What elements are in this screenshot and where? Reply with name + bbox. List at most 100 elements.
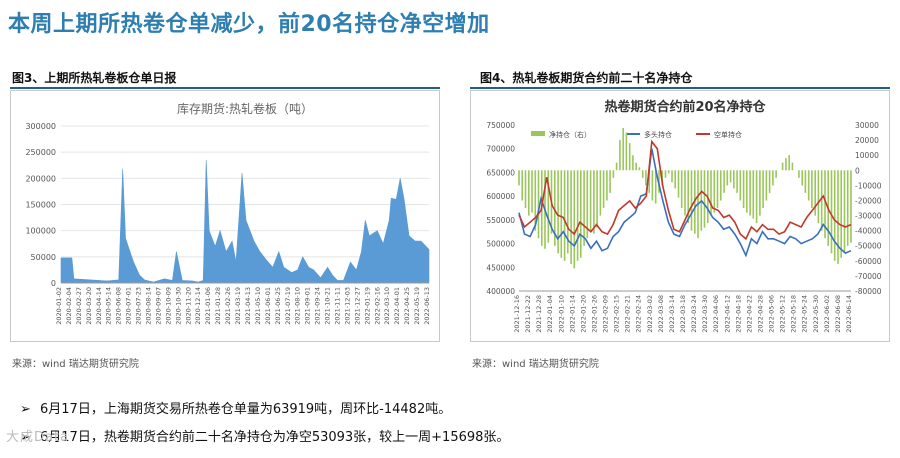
x-tick-label: 2021-09-24 bbox=[314, 287, 322, 325]
figure4-label: 图4、热轧卷板期货合约前二十名净持仓 bbox=[480, 71, 693, 85]
net-position-bar bbox=[807, 170, 810, 201]
x-tick-label: 2022-01-10 bbox=[557, 295, 565, 333]
net-position-bar bbox=[729, 170, 732, 183]
net-position-bar bbox=[641, 170, 644, 178]
bullet-2-text: 6月17日，热卷期货合约前二十名净持仓为净空53093张，较上一周+15698张… bbox=[40, 430, 510, 445]
x-tick-label: 2021-12-28 bbox=[535, 295, 543, 333]
net-position-bar bbox=[768, 170, 771, 193]
x-tick-label: 2021-11-11 bbox=[333, 287, 341, 325]
y-right-tick-label: -80000 bbox=[855, 287, 882, 296]
net-position-bar bbox=[632, 155, 634, 171]
x-tick-label: 2022-03-08 bbox=[657, 295, 665, 333]
net-position-bar bbox=[606, 170, 608, 201]
short-position-line bbox=[518, 139, 852, 241]
x-tick-label: 2022-04-18 bbox=[734, 295, 742, 333]
net-position-bar bbox=[739, 170, 742, 201]
x-tick-label: 2022-05-18 bbox=[790, 295, 798, 333]
x-tick-label: 2021-05-10 bbox=[254, 287, 262, 325]
y-left-tick-label: 500000 bbox=[486, 240, 515, 249]
net-position-bar bbox=[798, 170, 800, 178]
net-position-bar bbox=[720, 170, 722, 201]
x-tick-label: 2022-02-09 bbox=[602, 295, 610, 333]
chart-title: 热卷期货合约前20名净持仓 bbox=[604, 99, 766, 115]
x-tick-label: 2022-05-06 bbox=[768, 295, 776, 333]
net-position-bar bbox=[619, 140, 621, 171]
x-tick-label: 2021-12-22 bbox=[524, 295, 532, 333]
x-tick-label: 2020-12-14 bbox=[194, 287, 202, 325]
page-title: 本周上期所热卷仓单减少，前20名持仓净空增加 bbox=[8, 12, 490, 37]
net-position-bar bbox=[547, 170, 550, 243]
arrow-bullet-icon: ➢ bbox=[20, 402, 31, 417]
net-position-bar bbox=[850, 170, 852, 243]
net-position-bar bbox=[820, 170, 823, 231]
net-position-bar bbox=[801, 170, 803, 186]
y-right-tick-label: -60000 bbox=[855, 257, 882, 266]
x-tick-label: 2022-06-13 bbox=[423, 287, 431, 325]
chart-title: 库存期货:热轧卷板（吨） bbox=[177, 101, 313, 116]
net-position-bar bbox=[680, 170, 683, 208]
x-tick-label: 2022-04-12 bbox=[723, 295, 731, 333]
net-position-bar bbox=[583, 170, 585, 246]
y-right-tick-label: -40000 bbox=[855, 227, 882, 236]
bullet-2: ➢ 6月17日，热卷期货合约前二十名净持仓为净空53093张，较上一周+15698… bbox=[20, 426, 509, 445]
net-position-bar bbox=[755, 170, 758, 224]
x-tick-label: 2021-03-19 bbox=[234, 287, 242, 325]
x-tick-label: 2022-02-15 bbox=[613, 295, 621, 333]
net-position-bar bbox=[615, 162, 618, 171]
net-position-bar bbox=[580, 170, 582, 258]
net-position-bar bbox=[733, 170, 735, 189]
x-tick-label: 2022-04-22 bbox=[745, 295, 753, 333]
inventory-area-chart: 库存期货:热轧卷板（吨） 0 50000 100000 150000 200000 2500… bbox=[25, 101, 431, 325]
legend-label: 净持仓（右） bbox=[549, 130, 591, 139]
x-tick-label: 2020-09-07 bbox=[154, 287, 162, 325]
net-position-bar bbox=[625, 132, 628, 171]
net-position-bar bbox=[635, 162, 637, 171]
y-right-tick-label: -30000 bbox=[855, 212, 882, 221]
x-tick-label: 2022-02-16 bbox=[373, 287, 381, 325]
x-tick-label: 2022-03-30 bbox=[701, 295, 709, 333]
x-tick-label: 2021-12-16 bbox=[513, 295, 521, 333]
x-tick-label: 2022-02-24 bbox=[635, 295, 643, 333]
net-position-bar bbox=[752, 170, 755, 219]
net-position-bar bbox=[674, 170, 676, 189]
net-position-bar bbox=[684, 170, 686, 216]
net-position-bar bbox=[791, 162, 794, 171]
x-tick-label: 2020-05-14 bbox=[105, 287, 113, 325]
y-right-tick-label: -70000 bbox=[855, 272, 882, 281]
y-left-tick-label: 650000 bbox=[486, 168, 515, 177]
net-position-bar bbox=[586, 170, 589, 239]
long-position-line bbox=[518, 148, 852, 258]
x-tick-label: 2021-04-13 bbox=[244, 287, 252, 325]
x-tick-label: 2021-12-03 bbox=[343, 287, 351, 325]
net-position-bar bbox=[749, 170, 751, 216]
y-right-tick-label: 10000 bbox=[855, 151, 879, 160]
net-position-bar bbox=[524, 170, 527, 208]
figure4-rule bbox=[470, 87, 890, 89]
net-position-bar bbox=[765, 170, 768, 201]
x-tick-label: 2022-05-30 bbox=[812, 295, 820, 333]
x-tick-label: 2021-01-06 bbox=[204, 287, 212, 325]
x-tick-label: 2022-01-19 bbox=[363, 287, 371, 325]
bullet-1: ➢ 6月17日，上海期货交易所热卷仓单量为63919吨，周环比-14482吨。 bbox=[20, 398, 451, 417]
net-position-bar bbox=[785, 158, 787, 171]
x-tick-label: 2021-06-25 bbox=[274, 287, 282, 325]
x-tick-label: 2020-06-08 bbox=[115, 287, 123, 325]
net-position-bar bbox=[612, 170, 615, 178]
y-right-tick-label: 30000 bbox=[855, 121, 879, 130]
net-position-bar bbox=[609, 170, 611, 193]
x-tick-label: 2021-02-26 bbox=[224, 287, 232, 325]
figure3-label: 图3、上期所热轧卷板仓单日报 bbox=[12, 71, 177, 85]
net-position-bar bbox=[726, 170, 729, 186]
y-tick-label: 200000 bbox=[25, 174, 56, 183]
net-position-bar bbox=[814, 170, 816, 216]
y-left-tick-label: 750000 bbox=[486, 121, 515, 130]
net-position-bar bbox=[817, 170, 820, 224]
net-position-bar bbox=[589, 170, 592, 231]
net-position-bar bbox=[713, 170, 716, 213]
y-tick-label: 0 bbox=[51, 279, 56, 288]
y-right-tick-label: 20000 bbox=[855, 136, 879, 145]
net-position-bar bbox=[557, 170, 559, 254]
x-tick-label: 2022-03-02 bbox=[646, 295, 654, 333]
y-right-tick-label: 0 bbox=[855, 166, 860, 175]
y-tick-label: 300000 bbox=[25, 122, 56, 131]
